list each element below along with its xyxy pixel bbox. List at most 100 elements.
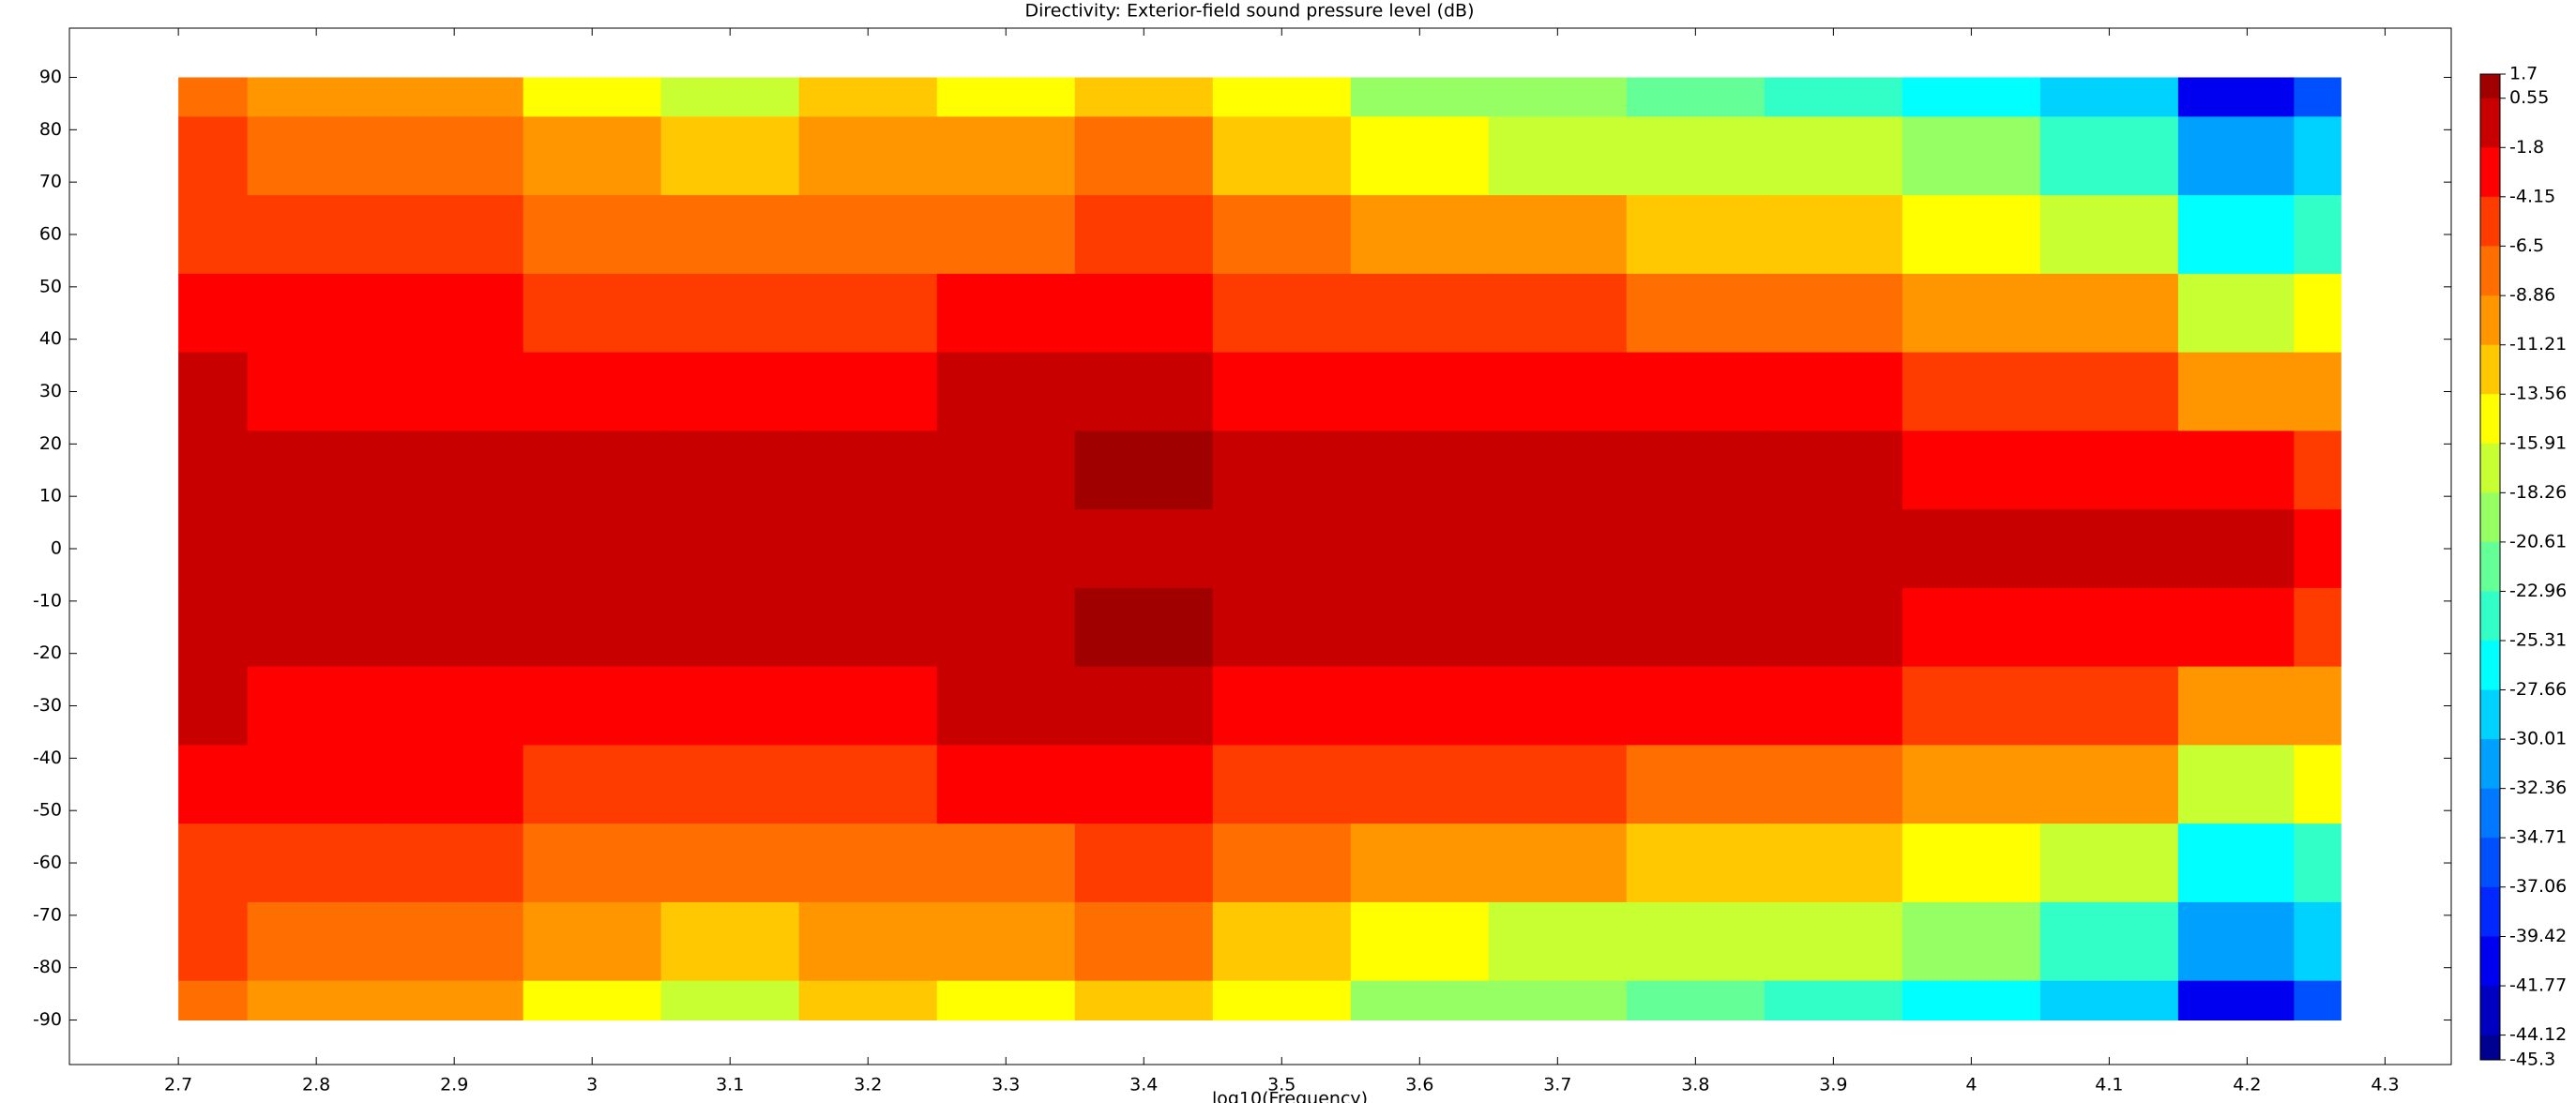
colorbar-segment [2480, 936, 2500, 987]
x-tick-label: 2.8 [302, 1075, 330, 1095]
colorbar-tick-label: -27.66 [2509, 679, 2567, 700]
contour-cell [2039, 195, 2179, 275]
y-tick-label: -90 [33, 1009, 62, 1030]
contour-cell [247, 273, 386, 354]
colorbar-tick-label: -32.36 [2509, 778, 2567, 798]
contour-cell [2039, 431, 2179, 510]
y-tick-label: 30 [39, 381, 62, 401]
contour-cell [1902, 901, 2041, 982]
contour-cell [660, 901, 800, 982]
colorbar-segment [2480, 591, 2500, 642]
contour-cell [2177, 980, 2295, 1021]
contour-cell [523, 116, 662, 196]
contour-cell [798, 745, 938, 824]
colorbar-tick-label: -34.71 [2509, 827, 2567, 848]
y-tick-label: 0 [51, 538, 62, 559]
y-tick-label: 80 [39, 119, 62, 140]
contour-cell [1764, 195, 1903, 275]
contour-cell [2177, 77, 2295, 117]
contour-cell [1488, 587, 1628, 668]
contour-cell [523, 509, 662, 589]
contour-cell [936, 745, 1076, 824]
x-tick-label: 2.7 [164, 1075, 192, 1095]
contour-cell [1074, 980, 1214, 1021]
contour-cell [936, 901, 1076, 982]
contour-cell [2039, 823, 2179, 903]
contour-cell [1902, 431, 2041, 510]
colorbar-tick-label: -4.15 [2509, 186, 2555, 206]
y-tick-label: 20 [39, 433, 62, 454]
x-tick-label: 3.9 [1819, 1075, 1847, 1095]
y-tick-label: 50 [39, 276, 62, 296]
contour-cell [247, 901, 386, 982]
contour-cell [1212, 116, 1352, 196]
contour-cell [936, 587, 1076, 668]
colorbar-frame [2479, 73, 2501, 1061]
x-tick-label: 4.1 [2095, 1075, 2123, 1095]
contour-cell [523, 901, 662, 982]
y-tick-label: -30 [33, 695, 62, 716]
contour-cell [385, 901, 524, 982]
contour-cell [385, 823, 524, 903]
contour-cell [2177, 273, 2295, 354]
colorbar-tick-label: -37.06 [2509, 876, 2567, 897]
colorbar-segment [2480, 246, 2500, 296]
contour-cell [660, 77, 800, 117]
colorbar-tick-label: 0.55 [2509, 87, 2549, 108]
contour-cell [247, 666, 386, 746]
x-tick-label: 3.2 [854, 1075, 882, 1095]
contour-cell [1626, 352, 1765, 431]
contour-cell [247, 352, 386, 431]
contour-cell [1074, 116, 1214, 196]
contour-cell [1212, 195, 1352, 275]
contour-cell [660, 431, 800, 510]
contour-cell [1350, 745, 1490, 824]
contour-cell [385, 509, 524, 589]
contour-cell [798, 77, 938, 117]
contour-cell [247, 587, 386, 668]
colorbar-segment [2480, 886, 2500, 938]
contour-cell [1074, 823, 1214, 903]
contour-cell [523, 352, 662, 431]
contour-cell [523, 273, 662, 354]
contour-cell [1764, 745, 1903, 824]
contour-cell [1074, 509, 1214, 589]
contour-cell [798, 509, 938, 589]
contour-cell [2294, 273, 2341, 354]
x-tick-label: 3.8 [1681, 1075, 1709, 1095]
contour-cell [798, 195, 938, 275]
colorbar-tick-label: -44.12 [2509, 1024, 2567, 1045]
x-tick-label: 4 [1965, 1075, 1977, 1095]
colorbar-segment [2480, 640, 2500, 691]
contour-cell [1074, 431, 1214, 510]
colorbar-tick-label: -41.77 [2509, 975, 2567, 996]
contour-cell [1488, 745, 1628, 824]
contour-cell [1626, 745, 1765, 824]
x-axis-label: log10(Frequency) [1212, 1089, 1368, 1103]
contour-cell [1626, 431, 1765, 510]
contour-cell [1764, 431, 1903, 510]
plot-frame [68, 27, 2452, 1065]
contour-cell [2039, 352, 2179, 431]
contour-cell [2177, 352, 2295, 431]
contour-cell [1488, 901, 1628, 982]
contour-cell [2177, 587, 2295, 668]
colorbar-segment [2480, 295, 2500, 346]
contour-cell [178, 195, 249, 275]
contour-cell [1350, 901, 1490, 982]
colorbar-segment [2480, 443, 2500, 493]
contour-cell [798, 431, 938, 510]
contour-cell [2294, 352, 2341, 431]
x-tick-label: 3 [586, 1075, 598, 1095]
contour-cell [1902, 116, 2041, 196]
contour-cell [385, 116, 524, 196]
contour-cell [1902, 666, 2041, 746]
contour-cell [2177, 431, 2295, 510]
contour-cell [178, 352, 249, 431]
contour-cell [2177, 116, 2295, 196]
contour-cell [178, 745, 249, 824]
contour-cell [2294, 901, 2341, 982]
contour-cell [2177, 823, 2295, 903]
contour-cell [936, 352, 1076, 431]
y-tick-label: -40 [33, 748, 62, 768]
